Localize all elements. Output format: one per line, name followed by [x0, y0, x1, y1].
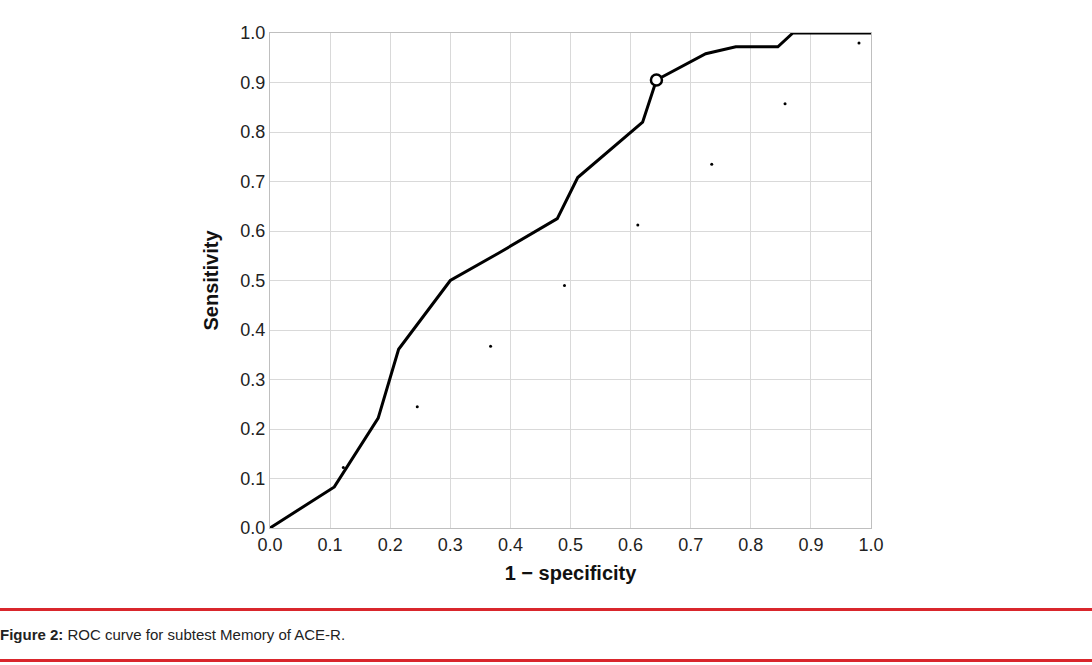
- svg-text:1.0: 1.0: [240, 23, 265, 43]
- svg-text:Sensitivity: Sensitivity: [200, 230, 222, 331]
- svg-text:0.3: 0.3: [240, 370, 265, 390]
- svg-text:0.2: 0.2: [240, 419, 265, 439]
- svg-text:0.4: 0.4: [240, 320, 265, 340]
- svg-text:0.1: 0.1: [240, 469, 265, 489]
- svg-text:0.5: 0.5: [240, 271, 265, 291]
- svg-text:0.2: 0.2: [378, 535, 403, 555]
- svg-text:0.0: 0.0: [257, 535, 282, 555]
- svg-text:0.9: 0.9: [798, 535, 823, 555]
- html-text:Figure 2: ROC curve for subtes: Figure 2: ROC curve for subtest Memory o…: [0, 626, 346, 643]
- svg-text:0.7: 0.7: [678, 535, 703, 555]
- svg-text:0.5: 0.5: [558, 535, 583, 555]
- svg-text:1.0: 1.0: [858, 535, 883, 555]
- svg-text:0.9: 0.9: [240, 73, 265, 93]
- svg-text:0.1: 0.1: [318, 535, 343, 555]
- svg-text:0.8: 0.8: [240, 122, 265, 142]
- svg-text:0.6: 0.6: [618, 535, 643, 555]
- svg-text:0.6: 0.6: [240, 221, 265, 241]
- svg-text:1 − specificity: 1 − specificity: [505, 562, 638, 584]
- svg-text:0.7: 0.7: [240, 172, 265, 192]
- svg-text:0.3: 0.3: [438, 535, 463, 555]
- svg-text:0.8: 0.8: [738, 535, 763, 555]
- svg-text:0.4: 0.4: [498, 535, 523, 555]
- svg-text:0.0: 0.0: [240, 518, 265, 538]
